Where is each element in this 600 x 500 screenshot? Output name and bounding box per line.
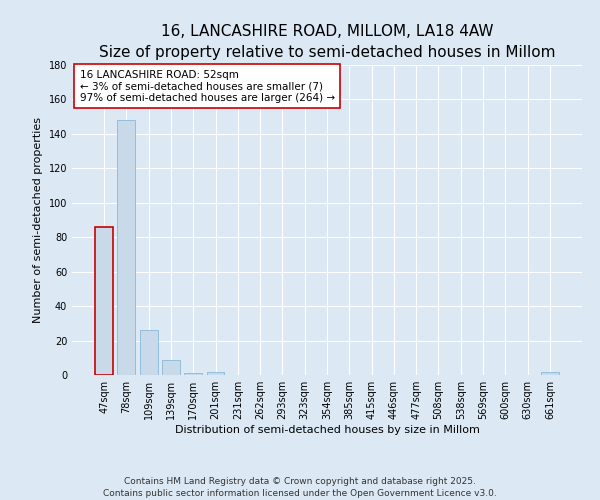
Y-axis label: Number of semi-detached properties: Number of semi-detached properties: [33, 117, 43, 323]
Bar: [162, 360, 180, 375]
Bar: [140, 330, 158, 375]
Text: 16 LANCASHIRE ROAD: 52sqm
← 3% of semi-detached houses are smaller (7)
97% of se: 16 LANCASHIRE ROAD: 52sqm ← 3% of semi-d…: [80, 70, 335, 103]
Bar: [541, 372, 559, 375]
Bar: [206, 372, 224, 375]
Bar: [95, 227, 113, 375]
Title: 16, LANCASHIRE ROAD, MILLOM, LA18 4AW
Size of property relative to semi-detached: 16, LANCASHIRE ROAD, MILLOM, LA18 4AW Si…: [99, 24, 555, 60]
Bar: [184, 374, 202, 375]
X-axis label: Distribution of semi-detached houses by size in Millom: Distribution of semi-detached houses by …: [175, 425, 479, 435]
Bar: [118, 120, 136, 375]
Text: Contains HM Land Registry data © Crown copyright and database right 2025.
Contai: Contains HM Land Registry data © Crown c…: [103, 476, 497, 498]
